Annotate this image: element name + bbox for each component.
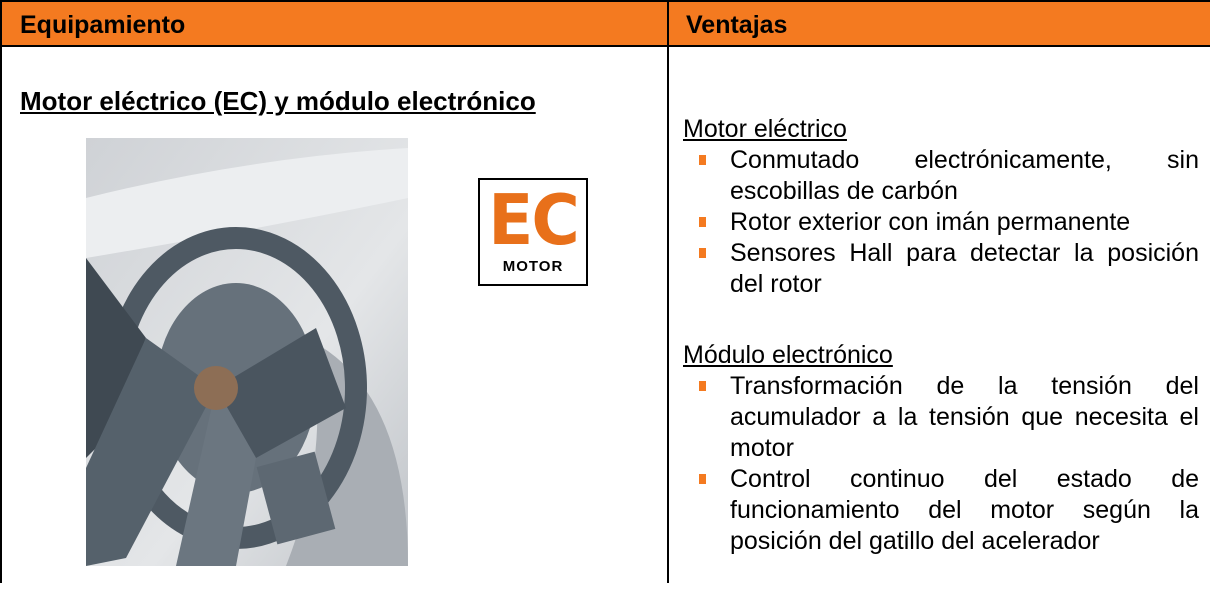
ec-motor-badge: EC MOTOR	[478, 178, 588, 286]
bullet-item: Sensores Hall para detectar la posición …	[683, 238, 1199, 300]
section-title: Módulo electrónico	[683, 341, 893, 369]
header-cell: Equipamiento	[0, 0, 668, 47]
header-text: Ventajas	[686, 11, 788, 39]
advantages: Motor eléctrico Conmutado electrónicament…	[683, 114, 1199, 597]
bullet-item: Transformación de la tensión del acumula…	[683, 371, 1199, 464]
badge-text: EC	[488, 180, 580, 261]
border	[0, 0, 2, 583]
bullet-list: Transformación de la tensión del acumula…	[683, 371, 1199, 557]
section-heading: Motor eléctrico (EC) y módulo electrónic…	[20, 86, 536, 116]
header-cell: Ventajas	[668, 0, 1210, 47]
page: Equipamiento Ventajas Motor eléctrico (E…	[0, 0, 1210, 583]
bullet-list: Conmutado electrónicamente, sin escobill…	[683, 145, 1199, 300]
bullet-item: Rotor exterior con imán permanente	[683, 207, 1199, 238]
bullet-item: Control continuo del estado de funcionam…	[683, 464, 1199, 557]
column-divider	[667, 0, 669, 583]
motor-photo	[86, 138, 408, 566]
header-text: Equipamiento	[20, 11, 186, 39]
section-title: Motor eléctrico	[683, 115, 847, 143]
badge-text: MOTOR	[502, 258, 564, 275]
bullet-item: Conmutado electrónicamente, sin escobill…	[683, 145, 1199, 207]
